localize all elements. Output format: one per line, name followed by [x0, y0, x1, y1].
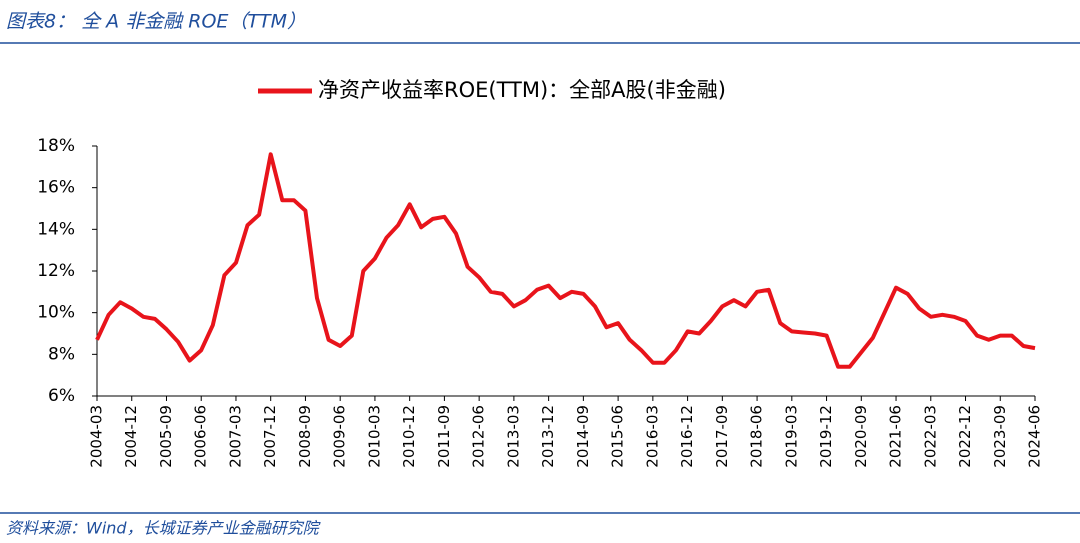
x-tick-label: 2018-06 — [748, 405, 766, 468]
x-tick-label: 2023-09 — [991, 405, 1009, 468]
x-tick-label: 2007-03 — [226, 405, 244, 468]
chart-title: 图表8： 全 A 非金融 ROE（TTM） — [6, 11, 306, 33]
x-tick-label: 2016-03 — [643, 405, 661, 468]
x-tick-label: 2017-09 — [713, 405, 731, 468]
x-tick-label: 2020-09 — [852, 405, 870, 468]
x-tick-label: 2010-03 — [365, 405, 383, 468]
x-tick-label: 2010-12 — [400, 405, 418, 468]
x-tick-label: 2007-12 — [261, 405, 279, 468]
x-tick-label: 2013-03 — [504, 405, 522, 468]
x-tick-label: 2021-06 — [887, 405, 905, 468]
y-tick-label: 8% — [48, 344, 75, 364]
y-tick-label: 10% — [37, 303, 75, 323]
legend-label: 净资产收益率ROE(TTM)：全部A股(非金融) — [318, 78, 726, 102]
source-note: 资料来源：Wind，长城证券产业金融研究院 — [6, 519, 322, 538]
x-tick-label: 2006-06 — [192, 405, 210, 468]
x-tick-label: 2022-12 — [956, 405, 974, 468]
x-tick-label: 2014-09 — [574, 405, 592, 468]
x-tick-label: 2022-03 — [921, 405, 939, 468]
x-tick-label: 2004-03 — [88, 405, 106, 468]
x-tick-label: 2005-09 — [157, 405, 175, 468]
x-tick-label: 2019-03 — [782, 405, 800, 468]
x-tick-label: 2016-12 — [678, 405, 696, 468]
y-tick-label: 18% — [37, 136, 75, 156]
x-tick-label: 2004-12 — [122, 405, 140, 468]
x-tick-label: 2008-09 — [296, 405, 314, 468]
x-tick-label: 2011-09 — [435, 405, 453, 468]
x-tick-label: 2009-06 — [331, 405, 349, 468]
x-tick-label: 2024-06 — [1026, 405, 1044, 468]
y-tick-label: 12% — [37, 261, 75, 281]
x-tick-label: 2013-12 — [539, 405, 557, 468]
y-tick-label: 16% — [37, 178, 75, 198]
x-tick-label: 2012-06 — [470, 405, 488, 468]
x-tick-label: 2019-12 — [817, 405, 835, 468]
y-tick-label: 14% — [37, 219, 75, 239]
y-tick-label: 6% — [48, 386, 75, 406]
x-tick-label: 2015-06 — [609, 405, 627, 468]
data-line — [95, 152, 1036, 369]
